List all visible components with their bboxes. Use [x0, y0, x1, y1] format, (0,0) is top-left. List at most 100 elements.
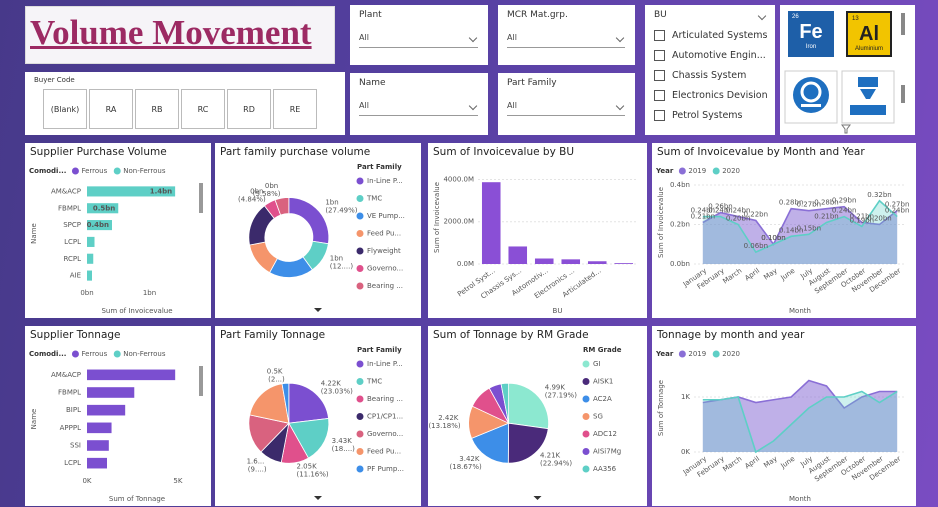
- legend-label: CP1/CP1...: [367, 413, 403, 421]
- data-label: 3.43K (18....): [332, 437, 356, 453]
- legend-arrow: [314, 308, 322, 312]
- chart-title: Supplier Tonnage: [30, 329, 121, 341]
- chart-title: Part Family Tonnage: [220, 329, 325, 341]
- dropdown-value: All: [359, 101, 369, 110]
- y-axis-title: Sum of Invoicevalue: [433, 182, 441, 253]
- filter-icon[interactable]: [841, 124, 851, 134]
- bar: [87, 253, 94, 264]
- x-axis-title: Month: [789, 307, 811, 315]
- checkbox-row[interactable]: Electronics Devision: [654, 85, 768, 105]
- slicer-label: MCR Mat.grp.: [507, 10, 568, 20]
- checkbox-row[interactable]: Automotive Engin...: [654, 45, 768, 65]
- dropdown[interactable]: All: [359, 97, 478, 116]
- element-tile[interactable]: 13 Al Aluminium: [846, 11, 892, 57]
- legend-marker: [712, 350, 720, 358]
- bar: [481, 182, 501, 264]
- legend-arrow: [314, 496, 322, 500]
- data-label: 0.15bn: [797, 224, 821, 232]
- dropdown[interactable]: All: [507, 97, 625, 116]
- area-fill: [702, 391, 898, 452]
- slicer-label: BU: [654, 10, 667, 20]
- bar: [87, 203, 119, 214]
- y-tick-label: 1K: [681, 393, 690, 401]
- legend-label: VE Pump...: [367, 212, 405, 220]
- mcr-slicer: MCR Mat.grp. All: [498, 5, 635, 65]
- slicer-button[interactable]: RE: [273, 89, 317, 129]
- chart-panel: Supplier Tonnage Comodi... Ferrous Non-Ferr…: [25, 326, 211, 506]
- y-axis-title: Sum of Invoicevalue: [657, 187, 665, 258]
- dropdown-value: All: [507, 33, 517, 42]
- label-line: (18.67%): [450, 463, 482, 471]
- chevron: [615, 101, 625, 111]
- name-slicer: Name All: [350, 73, 488, 135]
- pie-slice: [471, 422, 510, 464]
- legend-marker: [356, 265, 364, 272]
- checkbox: [654, 69, 665, 81]
- chevron: [757, 11, 767, 21]
- chevron: [615, 33, 625, 43]
- legend-label: TMC: [366, 195, 382, 203]
- dropdown[interactable]: All: [507, 29, 625, 48]
- data-label: 0.28bn: [779, 199, 803, 207]
- legend-label: GI: [593, 360, 601, 368]
- area-fill: [702, 200, 898, 264]
- label-line: 3.42K: [459, 455, 481, 463]
- legend-marker: [356, 395, 364, 403]
- checkbox-label: Electronics Devision: [672, 89, 768, 101]
- bar: [87, 369, 176, 381]
- data-label: 0.21bn: [691, 213, 715, 221]
- checkbox: [654, 49, 665, 61]
- data-label: 0.10bn: [761, 234, 785, 242]
- slicer-button[interactable]: RA: [89, 89, 133, 129]
- legend-marker: [582, 430, 590, 438]
- legend-label: 2019: [688, 350, 706, 358]
- label-line: (27.49%): [325, 206, 357, 214]
- slicer-button[interactable]: RD: [227, 89, 271, 129]
- bar: [87, 404, 126, 416]
- label-line: 2.05K: [296, 463, 318, 471]
- data-label: 0.32bn: [867, 191, 891, 199]
- checkbox-row[interactable]: Petrol Systems: [654, 105, 768, 125]
- legend-marker: [71, 167, 79, 175]
- title-panel: Volume Movement: [25, 6, 335, 64]
- label-line: (5.58%): [253, 190, 281, 198]
- bar: [587, 261, 607, 264]
- bar: [87, 236, 95, 247]
- bar: [534, 258, 554, 264]
- legend-marker: [113, 167, 121, 175]
- y-tick-label: LCPL: [64, 238, 81, 246]
- element-tile[interactable]: 26 Fe Iron: [788, 11, 834, 57]
- legend-marker: [356, 465, 364, 473]
- y-tick-label: APPPL: [60, 424, 81, 432]
- checkbox-row[interactable]: Articulated Systems: [654, 25, 768, 45]
- slicer-button[interactable]: (Blank): [43, 89, 87, 129]
- legend-label: Bearing ...: [367, 395, 403, 403]
- tile-name: Aluminium: [854, 46, 883, 52]
- label-line: 0bn: [250, 187, 266, 195]
- data-label: 0.21bn: [814, 213, 838, 221]
- checkbox: [654, 29, 665, 41]
- legend-title: Year: [655, 350, 674, 358]
- legend-title: Comodi...: [29, 167, 66, 175]
- pie-slice: [281, 382, 290, 424]
- legend-marker: [71, 350, 79, 358]
- x-tick-label: 5K: [173, 477, 182, 485]
- y-tick-label: RCPL: [63, 255, 81, 263]
- data-label: 0.5K (2...): [267, 367, 285, 383]
- pie-slice: [508, 382, 549, 430]
- legend-title: Year: [655, 167, 674, 175]
- legend-marker: [356, 230, 364, 237]
- slicer-button[interactable]: RB: [135, 89, 179, 129]
- checkbox-row[interactable]: Chassis System: [654, 65, 768, 85]
- scrollbar: [199, 183, 203, 213]
- data-label: 0.24bn: [832, 207, 856, 215]
- label-line: (11.16%): [296, 471, 328, 479]
- legend-marker: [356, 360, 364, 368]
- y-axis-title: Sum of Tonnage: [657, 380, 665, 436]
- dropdown[interactable]: All: [359, 29, 478, 48]
- y-tick-label: 2000.0M: [443, 218, 474, 226]
- legend-marker: [582, 448, 590, 455]
- slicer-button[interactable]: RC: [181, 89, 225, 129]
- chevron: [468, 101, 478, 111]
- y-tick-label: FBMPL: [58, 204, 81, 212]
